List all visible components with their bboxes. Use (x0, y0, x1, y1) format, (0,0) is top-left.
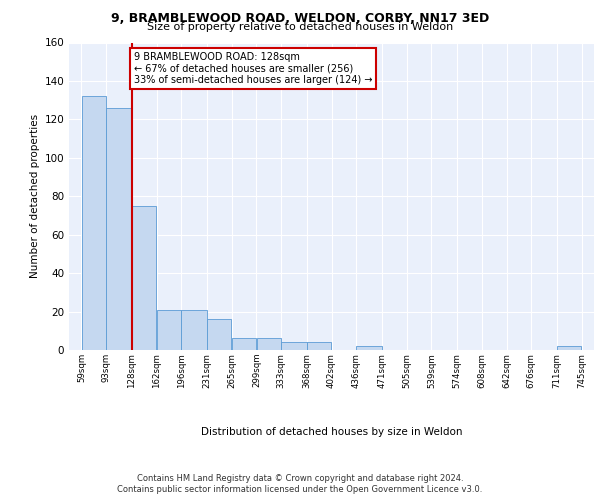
Text: 9 BRAMBLEWOOD ROAD: 128sqm
← 67% of detached houses are smaller (256)
33% of sem: 9 BRAMBLEWOOD ROAD: 128sqm ← 67% of deta… (134, 52, 373, 86)
Y-axis label: Number of detached properties: Number of detached properties (30, 114, 40, 278)
Bar (307, 342, 331, 350)
Bar (356, 346, 382, 350)
Text: Contains HM Land Registry data © Crown copyright and database right 2024.
Contai: Contains HM Land Registry data © Crown c… (118, 474, 482, 494)
X-axis label: Distribution of detached houses by size in Weldon: Distribution of detached houses by size … (201, 426, 462, 436)
Bar (281, 342, 307, 350)
Bar (106, 108, 131, 350)
Bar (82, 96, 106, 350)
Bar (207, 320, 232, 350)
Bar (257, 338, 281, 350)
Text: 9, BRAMBLEWOOD ROAD, WELDON, CORBY, NN17 3ED: 9, BRAMBLEWOOD ROAD, WELDON, CORBY, NN17… (111, 12, 489, 24)
Bar (132, 206, 157, 350)
Bar (157, 310, 181, 350)
Bar (557, 346, 581, 350)
Text: Size of property relative to detached houses in Weldon: Size of property relative to detached ho… (147, 22, 453, 32)
Bar (232, 338, 256, 350)
Bar (181, 310, 206, 350)
